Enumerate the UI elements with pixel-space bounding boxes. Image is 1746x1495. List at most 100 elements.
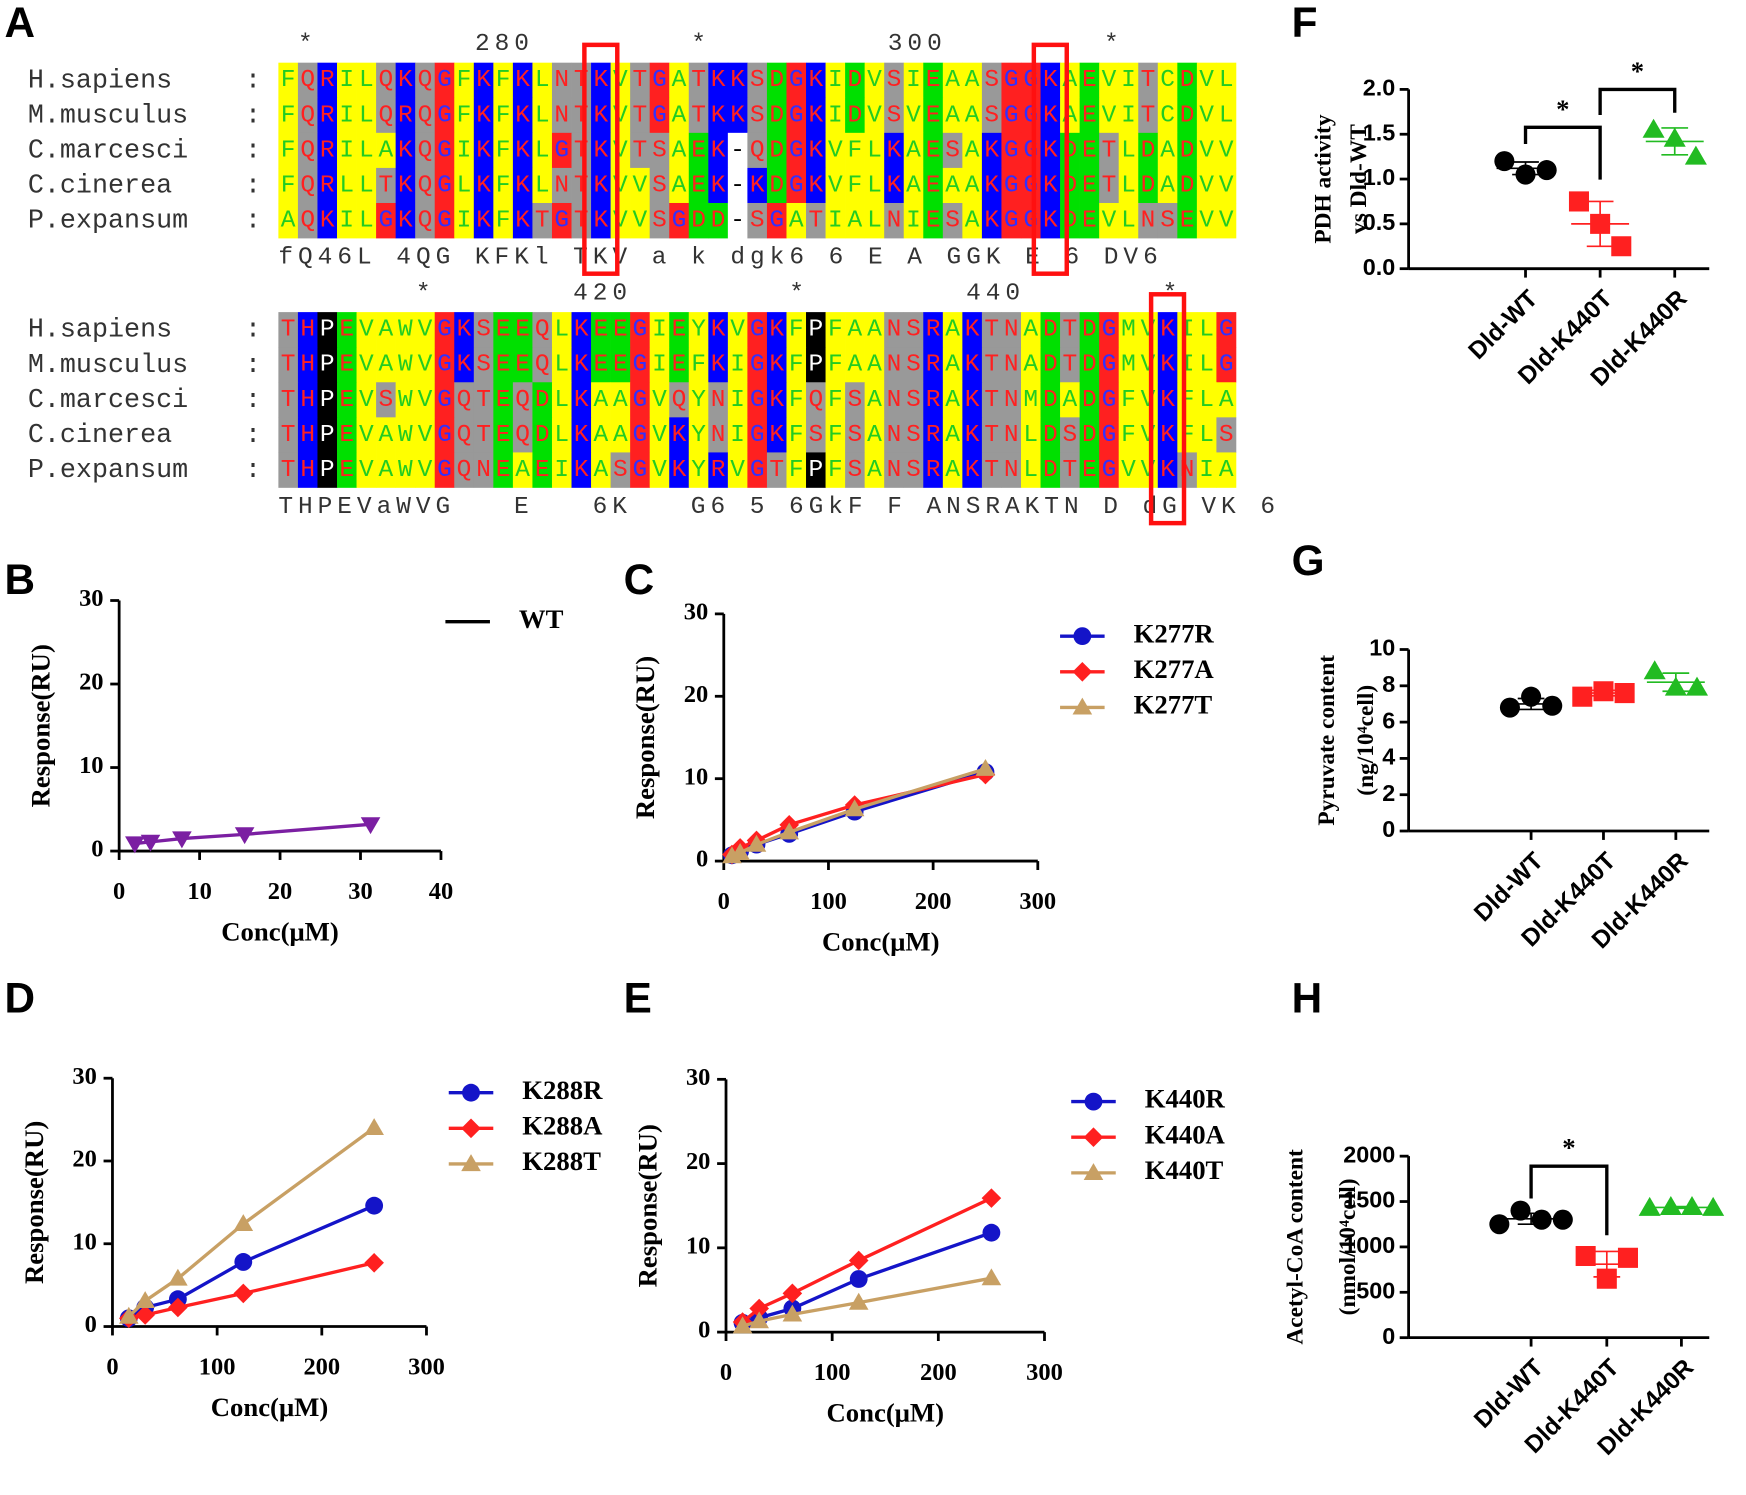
residue-cell — [434, 347, 455, 383]
residue-cell — [1040, 62, 1061, 99]
residue-cell — [415, 347, 436, 383]
residue-cell — [1118, 382, 1139, 418]
residue-cell — [688, 62, 709, 99]
marker — [848, 1292, 869, 1310]
y-tick-label: 0 — [696, 846, 708, 873]
residue-cell — [337, 347, 357, 383]
residue-cell — [1196, 132, 1217, 169]
panel-label: E — [624, 975, 652, 1022]
residue-cell — [278, 132, 299, 169]
residue-cell — [337, 97, 357, 134]
residue-cell — [708, 62, 729, 99]
y-axis-label: (nmol/10⁴cell) — [1335, 1178, 1361, 1315]
residue-cell — [1040, 347, 1061, 383]
residue-cell — [1157, 347, 1178, 383]
residue-cell — [297, 132, 318, 169]
residue-cell — [415, 97, 436, 134]
residue-cell — [708, 347, 729, 383]
residue-cell — [512, 452, 533, 488]
residue-cell — [766, 132, 787, 169]
residue-cell — [630, 417, 651, 453]
residue-cell — [708, 202, 729, 239]
residue-cell — [610, 347, 631, 383]
residue-cell — [688, 452, 709, 488]
marker — [233, 1214, 254, 1232]
legend-label: K440R — [1145, 1084, 1226, 1114]
residue-cell — [923, 62, 944, 99]
separator: : — [245, 136, 261, 166]
residue-cell — [1079, 132, 1100, 169]
residue-cell — [337, 202, 357, 239]
residue-cell — [395, 167, 416, 204]
residue-cell — [473, 382, 494, 418]
residue-cell — [434, 382, 455, 418]
residue-cell — [845, 312, 865, 348]
residue-cell — [434, 202, 455, 239]
residue-cell — [434, 452, 455, 488]
x-tick-label: 200 — [920, 1359, 957, 1386]
residue-cell — [473, 347, 494, 383]
residue-cell — [649, 417, 670, 453]
y-tick-label: 10 — [686, 1232, 710, 1259]
species-name: M.musculus — [28, 101, 188, 131]
residue-cell — [649, 132, 670, 169]
panel-label: G — [1292, 537, 1325, 584]
residue-cell — [551, 167, 572, 204]
residue-cell — [356, 202, 377, 239]
residue-cell — [317, 312, 338, 348]
species-name: H.sapiens — [28, 66, 172, 96]
residue-cell — [512, 312, 533, 348]
y-tick-label: 8 — [1382, 671, 1395, 697]
residue-cell — [630, 382, 651, 418]
y-axis-label: Pyruvate content — [1314, 655, 1340, 826]
residue-cell — [1118, 417, 1139, 453]
residue-cell — [376, 202, 396, 239]
marker — [125, 836, 145, 854]
residue-cell — [1001, 347, 1022, 383]
species-name: M.musculus — [28, 351, 188, 381]
residue-cell — [981, 452, 1002, 488]
residue-cell — [923, 312, 944, 348]
residue-cell — [806, 62, 826, 99]
residue-cell — [1040, 382, 1061, 418]
residue-cell — [1157, 132, 1178, 169]
residue-cell — [688, 417, 709, 453]
residue-cell — [493, 382, 514, 418]
residue-cell — [669, 167, 690, 204]
residue-cell — [688, 167, 709, 204]
residue-cell — [1216, 167, 1237, 204]
x-tick-label: 200 — [303, 1353, 340, 1380]
marker — [746, 834, 767, 852]
residue-cell — [532, 62, 553, 99]
residue-cell — [454, 312, 475, 348]
residue-cell — [532, 347, 553, 383]
residue-cell — [395, 312, 416, 348]
residue-cell — [864, 62, 885, 99]
residue-cell — [1138, 132, 1159, 169]
marker — [849, 1270, 868, 1288]
residue-cell — [806, 202, 826, 239]
residue-cell — [1099, 452, 1120, 488]
residue-cell — [551, 312, 572, 348]
residue-cell — [688, 312, 709, 348]
x-tick-label: 40 — [429, 878, 453, 905]
residue-cell — [806, 417, 826, 453]
residue-cell — [278, 452, 299, 488]
marker — [1083, 1127, 1104, 1148]
residue-cell — [1079, 202, 1100, 239]
residue-cell — [727, 347, 748, 383]
residue-cell — [786, 382, 807, 418]
marker — [360, 817, 381, 835]
marker — [1084, 1092, 1103, 1111]
x-tick-label: 0 — [718, 888, 730, 915]
residue-cell — [962, 132, 983, 169]
panel-label: H — [1292, 975, 1323, 1022]
marker — [779, 822, 800, 840]
significance-bracket — [1598, 87, 1677, 116]
residue-cell — [532, 312, 553, 348]
residue-cell — [434, 417, 455, 453]
panel-label: B — [4, 556, 35, 603]
residue-cell — [708, 382, 729, 418]
